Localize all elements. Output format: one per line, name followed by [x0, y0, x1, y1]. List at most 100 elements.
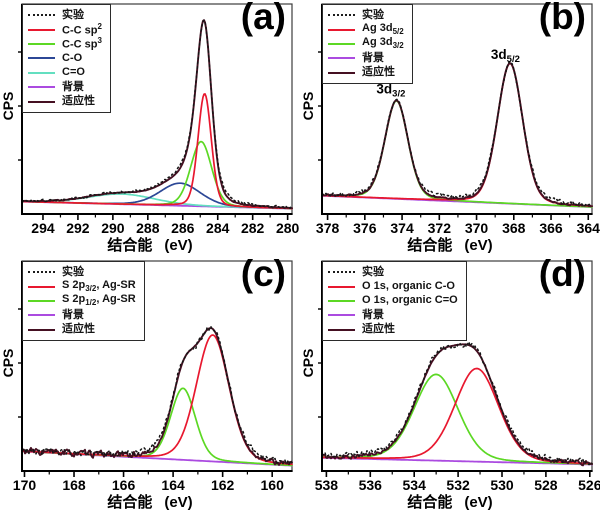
legend-line-sample	[28, 28, 55, 31]
x-axis-label-unit: (eV)	[464, 237, 493, 254]
legend-item: 适应性	[28, 94, 102, 108]
x-axis-label-cn: 结合能	[407, 494, 453, 511]
legend-item-label: C-C sp2	[62, 21, 102, 37]
legend-item: O 1s, organic C-O	[328, 279, 458, 293]
x-tick-label: 162	[211, 477, 235, 493]
y-axis-label: CPS	[300, 348, 316, 378]
peak-annotation: 3d3/2	[376, 81, 405, 99]
x-axis-label: 结合能 (eV)	[300, 491, 600, 512]
x-axis-label-cn: 结合能	[407, 237, 453, 254]
panel-c: 170 168 166 164 162 160 CPS 结合能 (eV) 实验 S 2p3/…	[0, 253, 300, 513]
x-tick-label: 280	[276, 220, 300, 236]
legend-item: 实验	[328, 265, 458, 279]
legend-item: Ag 3d5/2	[328, 22, 404, 36]
spectrum-plot-d: 538 536 534 532 530 528 526	[315, 260, 600, 493]
spectrum-plot-a: 294 292 290 288 286 284 282 280	[18, 3, 300, 236]
legend-line-sample	[28, 100, 55, 103]
x-axis-label-unit: (eV)	[164, 494, 193, 511]
legend-item: S 2p1/2, Ag-SR	[28, 294, 136, 308]
legend-line-sample	[328, 28, 355, 31]
legend-line-sample	[328, 42, 355, 45]
legend-line-sample	[328, 328, 355, 331]
legend-item-label: 适应性	[62, 323, 95, 336]
legend-line-sample	[28, 42, 55, 45]
legend-a: 实验 C-C sp2 C-C sp3 C-O C=O 背景 适应性	[22, 4, 111, 113]
legend-item: C=O	[28, 66, 102, 80]
legend-dotted-line-sample	[328, 271, 355, 274]
legend-item-label: C-C sp3	[62, 36, 102, 51]
legend-item: 适应性	[328, 323, 458, 337]
legend-item-label: S 2p1/2, Ag-SR	[62, 293, 136, 308]
x-tick-label: 282	[241, 220, 265, 236]
legend-item-label: O 1s, organic C=O	[362, 294, 458, 307]
legend-line-sample	[328, 299, 355, 302]
legend-c: 实验 S 2p3/2, Ag-SR S 2p1/2, Ag-SR 背景适应性	[22, 261, 145, 341]
peak-annotation: 3d5/2	[491, 47, 520, 65]
x-tick-label: 294	[31, 220, 55, 236]
x-tick-label: 288	[136, 220, 160, 236]
legend-line-sample	[28, 314, 55, 317]
legend-line-sample	[328, 285, 355, 288]
x-tick-label: 364	[577, 220, 600, 236]
legend-item-label: 背景	[362, 308, 384, 321]
x-tick-label: 290	[101, 220, 125, 236]
panel-letter-a: (a)	[240, 0, 286, 37]
x-tick-label: 530	[490, 477, 514, 493]
legend-line-sample	[28, 299, 55, 302]
x-tick-label: 284	[206, 220, 230, 236]
legend-item: 实验	[328, 8, 404, 22]
legend-item-label: 适应性	[362, 323, 395, 336]
legend-item-label: Ag 3d5/2	[362, 21, 404, 37]
x-tick-label: 366	[539, 220, 563, 236]
spectrum-plot-b: 378 376 374 372 370 368 366 364 3d3/2 3d5/2	[316, 3, 600, 236]
x-tick-label: 160	[261, 477, 285, 493]
x-tick-label: 372	[428, 220, 452, 236]
curve-background	[321, 456, 593, 466]
curve-peak-1	[321, 367, 593, 465]
curve-experiment	[21, 325, 293, 466]
x-tick-label: 370	[465, 220, 489, 236]
x-axis-label-unit: (eV)	[164, 237, 193, 254]
curve-peak-1	[21, 93, 293, 210]
curve-envelope	[21, 327, 293, 466]
legend-line-sample	[28, 86, 55, 89]
legend-item-label: S 2p3/2, Ag-SR	[62, 278, 136, 294]
legend-item-label: Ag 3d3/2	[362, 36, 404, 51]
x-tick-label: 292	[66, 220, 90, 236]
legend-item: 适应性	[28, 323, 136, 337]
legend-item-label: 背景	[62, 308, 84, 321]
x-tick-label: 170	[13, 477, 37, 493]
x-tick-label: 164	[161, 477, 185, 493]
legend-item-label: 适应性	[362, 66, 395, 79]
panel-a: 294 292 290 288 286 284 282 280 CPS 结合能 (eV) 实验…	[0, 0, 300, 256]
legend-line-sample	[28, 328, 55, 331]
legend-line-sample	[28, 71, 55, 74]
legend-line-sample	[28, 285, 55, 288]
legend-item: 背景	[28, 308, 136, 322]
panel-letter-c: (c)	[240, 253, 286, 294]
legend-item: S 2p3/2, Ag-SR	[28, 279, 136, 293]
x-tick-label: 526	[578, 477, 600, 493]
legend-item: C-O	[28, 51, 102, 65]
curve-peak-1	[321, 62, 593, 208]
legend-item-label: 背景	[362, 51, 384, 64]
x-tick-label: 528	[534, 477, 558, 493]
legend-dotted-line-sample	[328, 14, 355, 17]
legend-item-label: 适应性	[62, 95, 95, 108]
legend-line-sample	[328, 57, 355, 60]
x-tick-label: 534	[403, 477, 427, 493]
legend-dotted-line-sample	[28, 14, 55, 17]
legend-item: 背景	[328, 51, 404, 65]
x-axis-label: 结合能 (eV)	[0, 234, 300, 255]
curve-experiment	[21, 19, 293, 209]
x-tick-label: 532	[446, 477, 470, 493]
x-tick-label: 374	[390, 220, 414, 236]
legend-item: 背景	[28, 80, 102, 94]
y-axis-label: CPS	[0, 91, 16, 121]
legend-item-label: C=O	[62, 66, 85, 79]
legend-item: 背景	[328, 308, 458, 322]
legend-line-sample	[28, 57, 55, 60]
legend-item: 实验	[28, 265, 136, 279]
legend-item: 适应性	[328, 66, 404, 80]
